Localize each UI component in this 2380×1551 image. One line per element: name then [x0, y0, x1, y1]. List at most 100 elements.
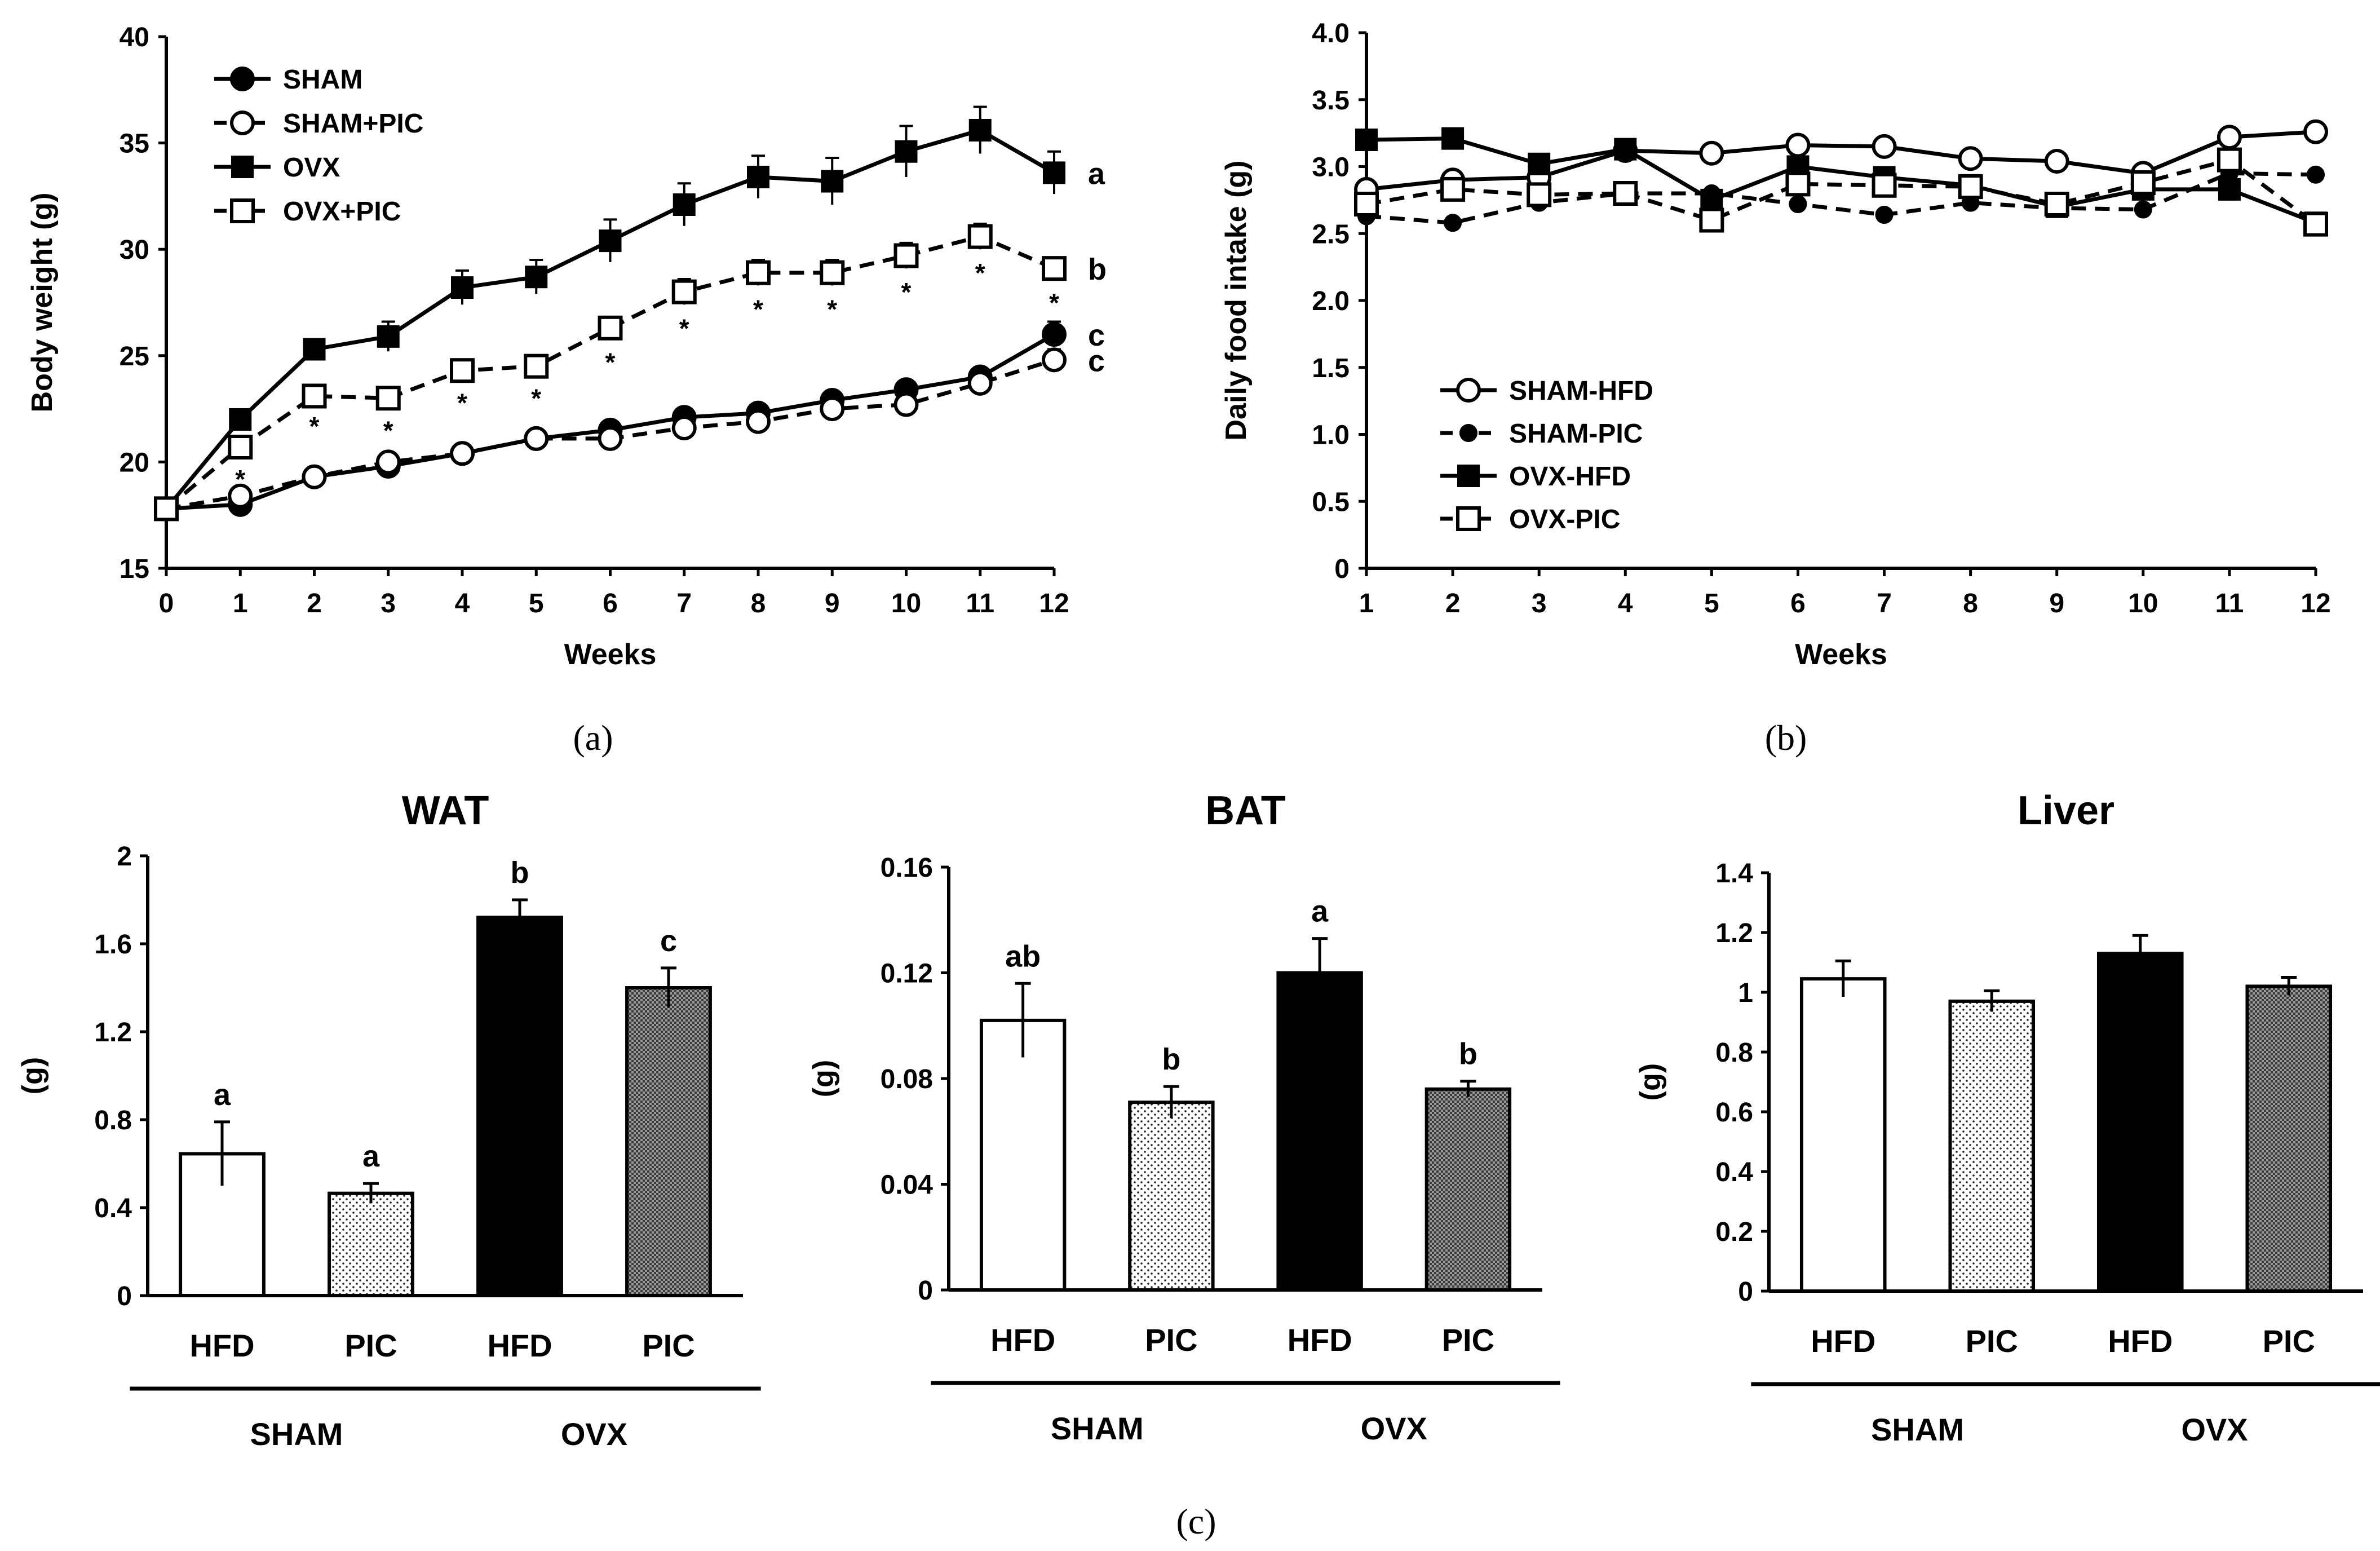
- y-tick-label: 2.0: [1312, 286, 1350, 316]
- x-tick-label: 9: [825, 589, 840, 618]
- group-label: SHAM: [1871, 1412, 1964, 1447]
- significance-letter: a: [1088, 157, 1105, 191]
- data-point-ovx-pic: [746, 260, 771, 285]
- panel-label-c: (c): [1176, 1501, 1216, 1541]
- x-tick-label: 10: [891, 589, 921, 618]
- y-tick-label: 1.0: [1312, 421, 1350, 450]
- category-label: HFD: [1811, 1323, 1875, 1359]
- y-tick-label: 35: [120, 129, 149, 159]
- y-tick-label: 25: [120, 342, 149, 372]
- significance-letter: c: [660, 924, 677, 958]
- x-tick-label: 4: [1618, 589, 1633, 618]
- significance-letter: b: [1162, 1042, 1180, 1076]
- data-point-sham-hfd: [2044, 149, 2069, 174]
- y-tick-label: 0.12: [881, 959, 933, 989]
- y-tick-label: 1.6: [94, 930, 132, 960]
- x-tick-label: 1: [1359, 589, 1374, 618]
- y-axis-title: Body weight (g): [26, 193, 59, 413]
- data-point-ovx-hfd: [1700, 188, 1723, 211]
- data-point-sham-pic: [1042, 347, 1067, 373]
- y-tick-label: 0: [918, 1276, 933, 1306]
- data-point-ovx-pic: [820, 260, 845, 285]
- data-point-ovx-pic: [598, 315, 623, 341]
- y-tick-label: 0.8: [94, 1106, 132, 1135]
- series-ovx-pic: [1354, 147, 2328, 237]
- y-tick-label: 20: [120, 448, 149, 478]
- group-label: OVX: [561, 1416, 627, 1452]
- data-point-ovx-pic: [524, 353, 549, 379]
- data-point-ovx: [451, 276, 474, 299]
- series-line-sham-pic: [1366, 171, 2316, 225]
- liver-bar-chart: 0 0.2 0.4 0.6 0.8 1 1.2 1.4 Liver (g) HFD PIC HFD PIC…: [1634, 788, 2380, 1447]
- bar-ovx-hfd: [2096, 952, 2184, 1293]
- data-point-ovx-pic: [1527, 182, 1552, 207]
- x-tick-label: 7: [1877, 589, 1892, 618]
- wat-bar-chart: 0 0.4 0.8 1.2 1.6 2 WAT (g) a HFD a PIC b HFD c PIC SHAM…: [16, 788, 761, 1452]
- x-tick-label: 3: [1532, 589, 1547, 618]
- y-tick-label: 0: [117, 1282, 132, 1311]
- chart-title: Liver: [2018, 788, 2114, 833]
- category-label: HFD: [2108, 1323, 2173, 1359]
- x-tick-label: 0: [159, 589, 174, 618]
- legend-marker: [1456, 378, 1481, 403]
- series-sham-pic: [1357, 164, 2325, 232]
- bar-sham-pic: [1128, 1101, 1215, 1292]
- x-tick-label: 11: [966, 589, 994, 618]
- legend-label: OVX: [283, 153, 340, 183]
- food-intake-chart: 00.51.01.52.02.53.03.54.01 2 3 4 5 6 7 8 9 10 11 12…: [1220, 19, 2331, 671]
- data-point-ovx-pic: [1699, 207, 1724, 233]
- y-tick-label: 40: [120, 23, 149, 52]
- y-tick-label: 1: [1738, 978, 1753, 1008]
- group-label: SHAM: [1051, 1411, 1144, 1446]
- legend-marker: [230, 111, 255, 135]
- legend-marker: [1457, 465, 1480, 487]
- data-point-ovx-pic: [154, 496, 179, 522]
- y-tick-label: 2: [117, 842, 132, 872]
- significance-letter: ab: [1005, 939, 1041, 973]
- data-point-sham-pic: [967, 370, 993, 396]
- data-point-sham-hfd: [2217, 125, 2242, 150]
- data-point-sham-pic: [228, 483, 253, 509]
- data-point-ovx-pic: [1440, 176, 1466, 202]
- data-point-sham-hfd: [2303, 119, 2328, 144]
- y-tick-label: 0: [1334, 554, 1350, 584]
- y-tick-label: 3.0: [1312, 153, 1350, 183]
- x-tick-label: 9: [2049, 589, 2064, 618]
- data-point-ovx-pic: [2217, 147, 2242, 173]
- legend-label: SHAM-HFD: [1509, 376, 1653, 406]
- data-point-sham-hfd: [1872, 134, 1897, 159]
- group-label: OVX: [2181, 1412, 2248, 1447]
- legend-label: SHAM-PIC: [1509, 419, 1643, 449]
- y-axis-title: (g): [16, 1057, 49, 1094]
- data-point-sham-pic: [820, 396, 845, 422]
- data-point-ovx: [599, 229, 622, 253]
- x-tick-label: 2: [1445, 589, 1461, 618]
- x-tick-label: 4: [455, 589, 470, 618]
- category-label: PIC: [642, 1328, 694, 1363]
- y-tick-label: 0.8: [1715, 1038, 1753, 1068]
- y-axis-title: Daily food intake (g): [1220, 161, 1253, 441]
- bar-ovx-hfd: [476, 916, 563, 1297]
- y-tick-label: 3.5: [1312, 86, 1350, 116]
- data-point-sham-pic: [1875, 206, 1894, 224]
- x-tick-label: 8: [751, 589, 766, 618]
- data-point-ovx-pic: [671, 279, 697, 304]
- legend-marker: [230, 198, 255, 223]
- legend-label: OVX+PIC: [283, 197, 401, 227]
- data-point-ovx-hfd: [2218, 178, 2241, 201]
- y-tick-label: 1.4: [1715, 859, 1753, 889]
- significance-asterisk: *: [605, 348, 616, 377]
- data-point-ovx-pic: [1872, 173, 1897, 198]
- bar-sham-hfd: [979, 1018, 1067, 1292]
- category-label: PIC: [1966, 1323, 2018, 1359]
- significance-asterisk: *: [383, 416, 393, 445]
- category-label: PIC: [1442, 1322, 1494, 1358]
- significance-asterisk: *: [309, 412, 320, 441]
- y-tick-label: 0: [1738, 1277, 1753, 1307]
- data-point-ovx-pic: [228, 434, 253, 459]
- data-point-sham-hfd: [1958, 146, 1983, 171]
- data-point-sham-pic: [2134, 200, 2152, 219]
- x-tick-label: 1: [233, 589, 248, 618]
- significance-asterisk: *: [827, 294, 837, 324]
- series-ovx-pic: [154, 222, 1067, 522]
